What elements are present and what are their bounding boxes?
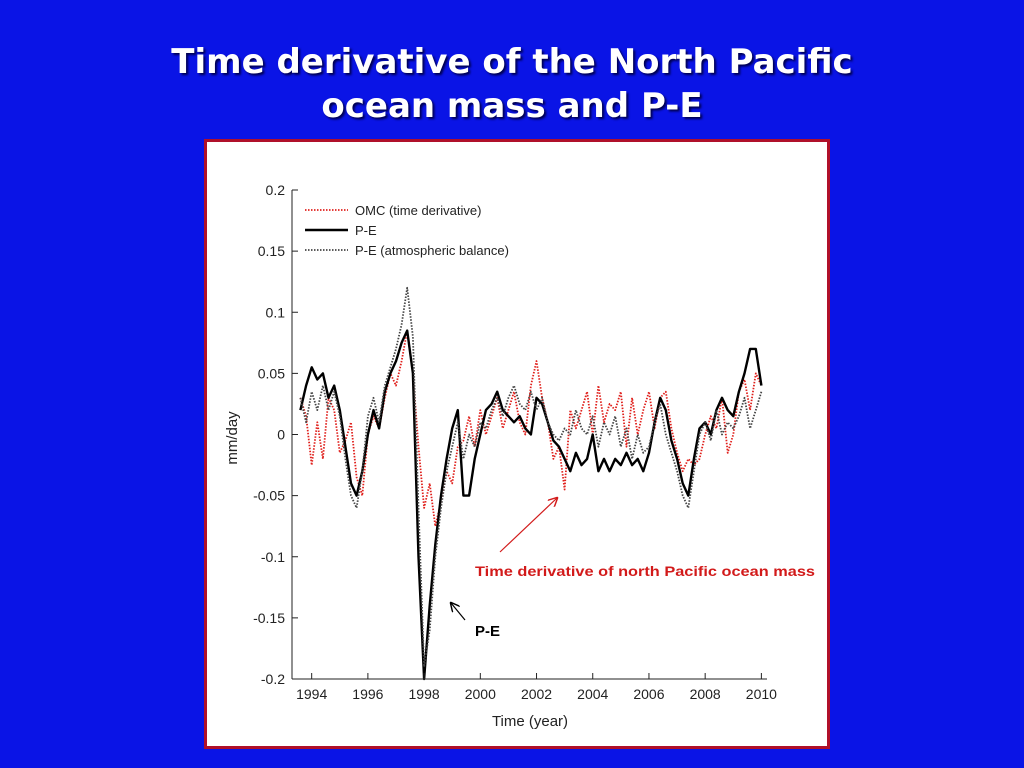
figure-frame: 0.2 0.15 0.1 0.05 0 -0.05 -0.1 -0.15 -0.2 1994 199… — [204, 139, 830, 749]
y-tick-label: 0.1 — [266, 304, 286, 320]
x-tick-label: 1994 — [296, 686, 327, 702]
slide-title-line-2: ocean mass and P-E — [321, 86, 703, 126]
x-tick-label: 2000 — [465, 686, 496, 702]
x-tick-label: 2004 — [577, 686, 608, 702]
x-tick-label: 1998 — [409, 686, 440, 702]
x-tick-label: 2002 — [521, 686, 552, 702]
x-tick-label: 2008 — [690, 686, 721, 702]
y-tick-label: -0.1 — [261, 549, 285, 565]
slide-title: Time derivative of the North Pacific oce… — [0, 40, 1024, 128]
series-line-2 — [299, 286, 763, 668]
x-tick-label: 2010 — [746, 686, 777, 702]
x-axis-label: Time (year) — [492, 713, 568, 730]
y-tick-label: 0.2 — [266, 182, 286, 198]
annotation-omc-label: Time derivative of north Pacific ocean m… — [475, 563, 815, 579]
legend-label-1: P-E — [355, 223, 377, 238]
annotation-pe-label: P-E — [475, 623, 500, 640]
y-tick-label: 0.05 — [258, 365, 285, 381]
y-tick-label: 0 — [277, 427, 285, 443]
y-tick-label: -0.15 — [253, 610, 285, 626]
line-chart: 0.2 0.15 0.1 0.05 0 -0.05 -0.1 -0.15 -0.2 1994 199… — [224, 182, 815, 730]
legend-label-2: P-E (atmospheric balance) — [355, 243, 509, 258]
y-axis-label: mm/day — [224, 411, 241, 465]
y-tick-label: 0.15 — [258, 243, 285, 259]
x-tick-label: 2006 — [633, 686, 664, 702]
legend: OMC (time derivative) P-E P-E (atmospheric… — [305, 203, 509, 258]
legend-label-0: OMC (time derivative) — [355, 203, 481, 218]
series-layer — [299, 286, 763, 681]
y-tick-label: -0.2 — [261, 671, 285, 687]
axes-layer: 0.2 0.15 0.1 0.05 0 -0.05 -0.1 -0.15 -0.2 1994 199… — [253, 182, 777, 702]
x-tick-label: 1996 — [352, 686, 383, 702]
annotation-arrow-omc — [499, 498, 557, 553]
slide-title-line-1: Time derivative of the North Pacific — [171, 42, 853, 82]
y-tick-label: -0.05 — [253, 488, 285, 504]
annotation-arrow-pe — [451, 603, 466, 621]
series-line-1 — [299, 329, 763, 681]
